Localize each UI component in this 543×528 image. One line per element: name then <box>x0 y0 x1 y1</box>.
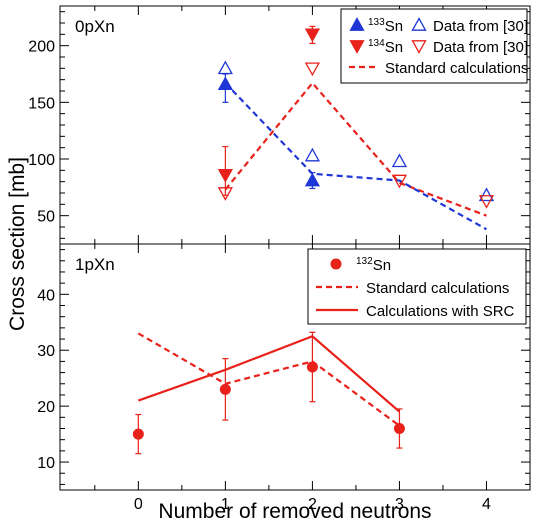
legend-label-132sn: 132Sn <box>356 256 391 274</box>
legend-box <box>340 8 528 84</box>
open-triangle-up-marker <box>478 187 495 202</box>
filled-circle-marker <box>306 361 318 373</box>
filled-triangle-down-marker <box>304 28 321 43</box>
open-triangle-down-marker <box>304 62 321 77</box>
open-triangle-up-marker <box>217 60 233 75</box>
open-triangle-up-marker <box>411 17 427 31</box>
x-tick-label: 4 <box>482 496 491 513</box>
open-triangle-up-marker <box>304 147 321 162</box>
y-tick-label: 30 <box>37 343 55 360</box>
series-line <box>224 81 487 217</box>
panel-0pxn: 50 100 150 200 0pXn 133Sn Data from [30] 134Sn D… <box>28 5 531 245</box>
filled-triangle-up-marker <box>349 17 365 31</box>
filled-circle-marker <box>393 423 405 434</box>
legend-label-sup: 133 <box>368 17 385 28</box>
legend-label-base: Sn <box>385 18 403 35</box>
series-line <box>137 332 401 427</box>
plot-frame <box>59 243 531 491</box>
y-tick-label: 100 <box>28 152 55 169</box>
y-axis-label: Cross section [mb] <box>6 157 29 331</box>
open-triangle-down-marker <box>411 40 427 54</box>
open-triangle-down-marker <box>217 187 233 201</box>
open-triangle-down-marker <box>391 174 408 189</box>
open-triangle-up-marker <box>391 153 408 168</box>
open-triangle-down-marker <box>478 195 495 209</box>
x-tick-label: 3 <box>395 496 404 513</box>
legend-label-base: Sn <box>385 39 403 56</box>
legend-label-134sn: 134Sn <box>368 38 403 56</box>
filled-triangle-up-marker <box>304 172 321 187</box>
y-tick-label: 40 <box>37 287 55 304</box>
filled-triangle-down-marker <box>349 40 365 54</box>
panel-label: 0pXn <box>75 17 115 36</box>
panel-label: 1pXn <box>75 255 115 274</box>
filled-circle-marker <box>330 258 342 270</box>
x-tick-label: 1 <box>221 496 230 513</box>
legend-label-133sn: 133Sn <box>368 17 403 35</box>
legend-label-data30: Data from [30] <box>433 39 528 56</box>
legend-label-standard: Standard calculations <box>385 60 528 77</box>
legend-label-sup: 132 <box>356 256 373 267</box>
y-tick-label: 200 <box>28 39 55 56</box>
panel-1pxn: 10 20 30 40 0 1 2 3 4 1pXn 132Sn Standard calculati… <box>37 243 531 513</box>
filled-circle-marker <box>219 383 231 395</box>
series-line <box>224 82 488 231</box>
legend-label-src: Calculations with SRC <box>366 303 515 320</box>
y-tick-label: 50 <box>37 209 55 226</box>
x-axis-label: Number of removed neutrons <box>158 500 431 523</box>
series-line <box>137 334 401 413</box>
x-tick-label: 2 <box>308 496 317 513</box>
legend-label-base: Sn <box>373 257 391 274</box>
y-tick-label: 150 <box>28 95 55 112</box>
legend-label-data30: Data from [30] <box>433 18 528 35</box>
y-tick-label: 20 <box>37 399 55 416</box>
legend-label-standard: Standard calculations <box>366 280 509 297</box>
filled-triangle-up-marker <box>217 76 233 91</box>
y-tick-label: 10 <box>37 455 55 472</box>
legend-label-sup: 134 <box>368 38 385 49</box>
x-tick-label: 0 <box>134 496 143 513</box>
filled-triangle-down-marker <box>217 169 233 183</box>
filled-circle-marker <box>132 428 144 440</box>
legend-box <box>307 248 527 325</box>
